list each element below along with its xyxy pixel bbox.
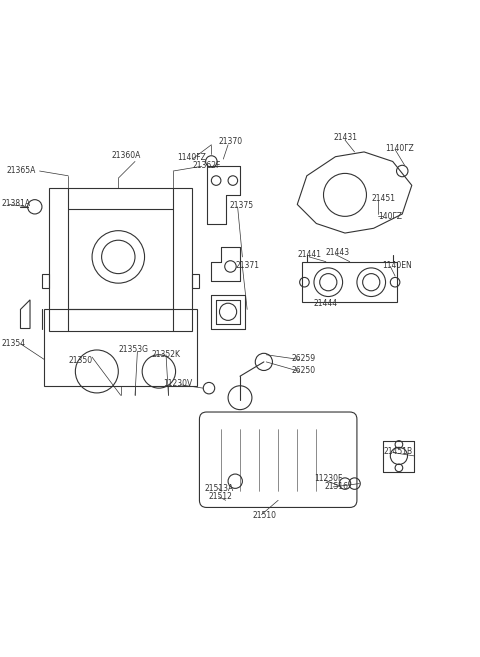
Text: 26250: 26250 bbox=[291, 365, 316, 374]
Text: 1140ΓZ: 1140ΓZ bbox=[385, 144, 414, 152]
Text: 21365A: 21365A bbox=[6, 166, 36, 175]
Text: 26259: 26259 bbox=[291, 353, 316, 363]
Text: 21441: 21441 bbox=[297, 250, 321, 259]
Text: 11230V: 11230V bbox=[164, 379, 193, 388]
Text: 21431: 21431 bbox=[333, 133, 357, 142]
Text: 21381A: 21381A bbox=[1, 199, 31, 208]
Text: 21371: 21371 bbox=[235, 261, 259, 269]
Text: 21362F: 21362F bbox=[192, 161, 221, 170]
Text: 11230F: 11230F bbox=[314, 474, 342, 484]
Text: 21354: 21354 bbox=[1, 339, 25, 348]
Text: 21510: 21510 bbox=[253, 511, 277, 520]
Text: 21512: 21512 bbox=[209, 492, 233, 501]
Text: 21352K: 21352K bbox=[152, 350, 180, 359]
Text: 21443: 21443 bbox=[326, 248, 350, 257]
Text: 21353G: 21353G bbox=[118, 346, 148, 355]
Text: 21451: 21451 bbox=[371, 194, 395, 203]
Text: 21513A: 21513A bbox=[204, 484, 233, 493]
Text: 21451B: 21451B bbox=[383, 447, 412, 456]
Text: 1140FZ: 1140FZ bbox=[177, 153, 206, 162]
Text: 21350: 21350 bbox=[68, 357, 92, 365]
Text: 21444: 21444 bbox=[314, 299, 338, 308]
Text: 21370: 21370 bbox=[218, 137, 243, 146]
Text: 1140EN: 1140EN bbox=[382, 261, 412, 269]
Text: 21516: 21516 bbox=[325, 482, 349, 491]
Text: 21360A: 21360A bbox=[111, 151, 141, 160]
Text: 140ΓZ: 140ΓZ bbox=[378, 212, 402, 221]
Text: 21375: 21375 bbox=[229, 201, 253, 210]
